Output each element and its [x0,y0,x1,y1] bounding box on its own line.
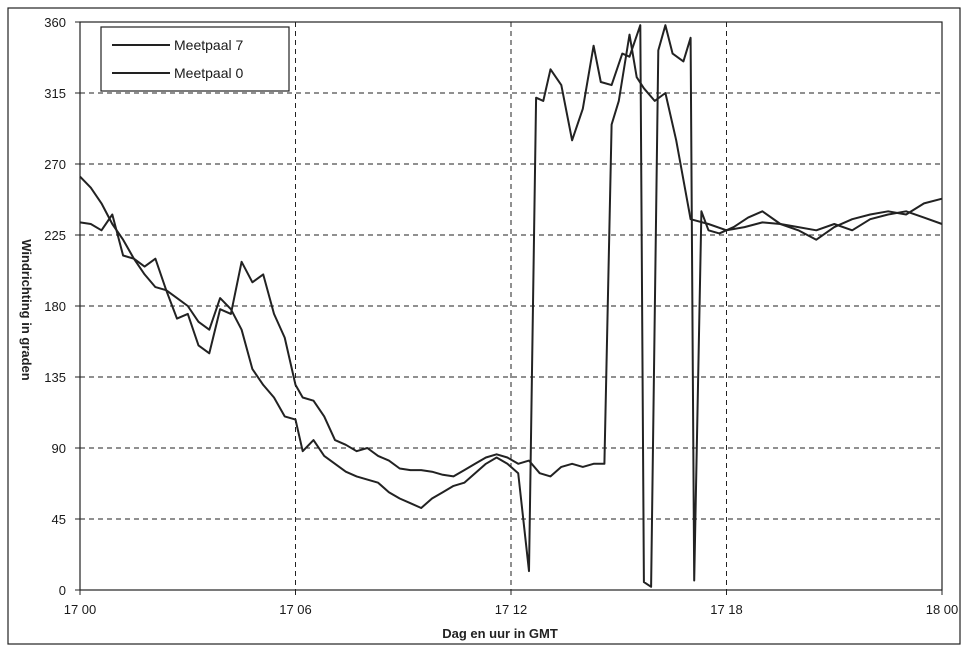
y-axis-title: Windrichting in graden [19,239,34,380]
x-tick-label: 17 06 [279,602,312,617]
legend-label: Meetpaal 7 [174,37,243,53]
x-tick-label: 17 00 [64,602,97,617]
grid-lines [80,22,942,590]
legend-label: Meetpaal 0 [174,65,243,81]
chart-frame [7,7,961,645]
y-tick-label: 180 [44,299,66,314]
y-tick-label: 360 [44,15,66,30]
series-layer [79,24,943,588]
y-tick-label: 315 [44,86,66,101]
y-tick-label: 135 [44,370,66,385]
y-tick-label: 45 [52,512,66,527]
series-line-2 [79,24,943,588]
x-tick-label: 18 00 [926,602,959,617]
legend: Meetpaal 7 Meetpaal 0 [100,26,290,92]
legend-box [100,26,290,92]
y-tick-label: 270 [44,157,66,172]
y-axis-ticks: 0 45 90 135 180 225 270 315 360 [44,15,80,598]
x-axis-ticks: 17 00 17 06 17 12 17 18 18 00 [64,590,959,617]
x-tick-label: 17 18 [710,602,743,617]
x-tick-label: 17 12 [495,602,528,617]
y-tick-label: 225 [44,228,66,243]
y-tick-label: 90 [52,441,66,456]
x-axis-title: Dag en uur in GMT [442,626,558,641]
y-tick-label: 0 [59,583,66,598]
